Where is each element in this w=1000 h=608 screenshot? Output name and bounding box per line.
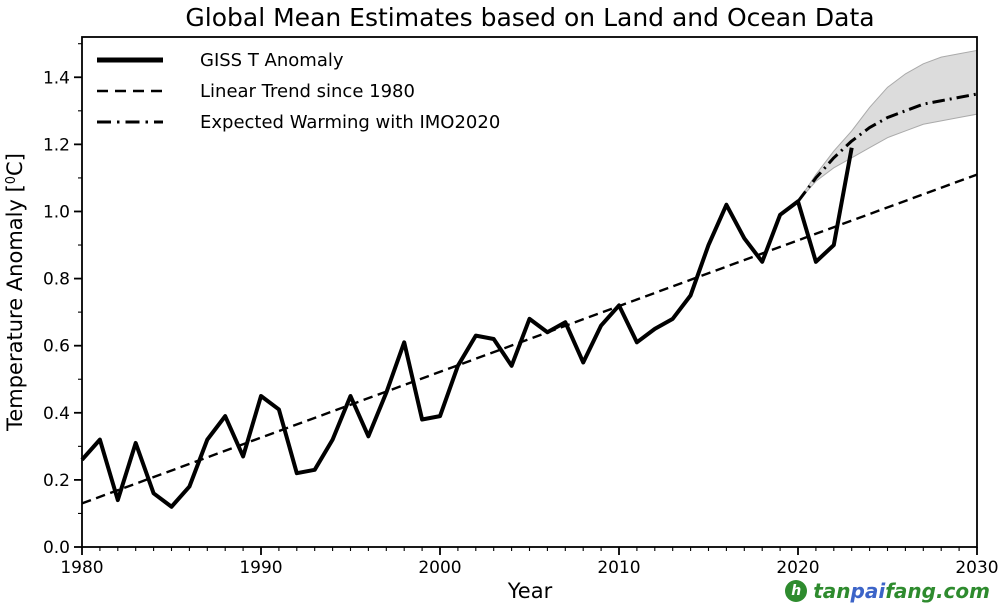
x-tick-label: 2020 — [776, 558, 819, 578]
x-tick-label: 2030 — [955, 558, 998, 578]
legend-sample-dashed-line-icon — [97, 89, 163, 93]
legend-item-trend: Linear Trend since 1980 — [94, 79, 500, 103]
legend-label: GISS T Anomaly — [200, 49, 344, 71]
y-tick-label: 1.2 — [43, 135, 70, 155]
watermark-text-segment: fang.com — [885, 579, 990, 603]
x-tick-label: 1980 — [60, 558, 103, 578]
x-axis-label: Year — [507, 579, 553, 603]
y-axis-label-superscript: 0 — [4, 176, 19, 184]
watermark-text: tanpaifang.com — [813, 579, 990, 603]
legend-item-giss: GISS T Anomaly — [94, 48, 500, 72]
x-tick-label: 1990 — [239, 558, 282, 578]
y-tick-label: 0.2 — [43, 471, 70, 491]
legend-sample-solid-line-icon — [97, 57, 163, 63]
y-axis-label-suffix: C] — [3, 153, 27, 176]
series-layer — [80, 92, 978, 509]
watermark-text-segment: tan — [813, 579, 851, 603]
imo2020-expected-line — [796, 92, 978, 203]
axis-tick-labels-layer: 1980 1990 2000 2010 2020 2030 0.0 0.2 0.4 0.6 0.8 1… — [43, 68, 999, 578]
legend-label: Expected Warming with IMO2020 — [200, 111, 501, 133]
y-tick-label: 1.4 — [43, 68, 70, 88]
watermark: h tanpaifang.com — [785, 579, 990, 603]
watermark-text-segment: pai — [850, 579, 886, 603]
linear-trend-line — [81, 173, 978, 505]
legend-item-imo2020: Expected Warming with IMO2020 — [94, 110, 500, 134]
axis-ticks-layer — [74, 43, 978, 555]
chart-title: Global Mean Estimates based on Land and … — [185, 3, 874, 32]
uncertainty-band-layer — [797, 49, 978, 202]
x-tick-label: 2000 — [418, 558, 461, 578]
giss-anomaly-line — [80, 147, 854, 509]
legend-sample-dashdot-line-icon — [97, 120, 163, 124]
legend-label: Linear Trend since 1980 — [200, 80, 415, 102]
y-tick-label: 0.6 — [43, 337, 70, 357]
y-tick-label: 0.4 — [43, 404, 70, 424]
legend: GISS T Anomaly Linear Trend since 1980 E… — [94, 48, 500, 134]
x-tick-label: 2010 — [597, 558, 640, 578]
y-tick-label: 0.0 — [43, 538, 70, 558]
y-axis-label-prefix: Temperature Anomaly [ — [3, 184, 27, 432]
y-tick-label: 1.0 — [43, 202, 70, 222]
imo2020-uncertainty-band — [797, 49, 978, 202]
y-axis-label: Temperature Anomaly [0C] — [3, 153, 27, 432]
tanpaifang-logo-icon: h — [785, 580, 808, 602]
y-tick-label: 0.8 — [43, 270, 70, 290]
